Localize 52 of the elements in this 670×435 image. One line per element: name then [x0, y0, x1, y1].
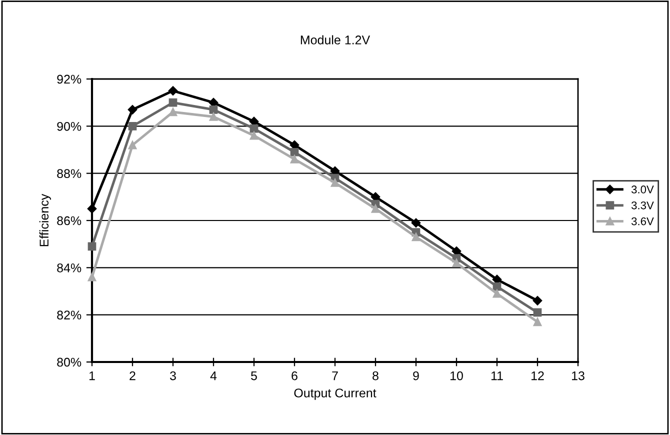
x-tick-label: 3	[170, 371, 176, 380]
point	[452, 246, 462, 256]
y-tick-label: 82%	[57, 310, 82, 320]
chart-title: Module 1.2V	[300, 35, 370, 44]
point	[533, 318, 542, 326]
y-tick-label: 90%	[57, 122, 82, 131]
point	[88, 272, 96, 282]
x-tick-label: 1	[89, 371, 95, 380]
x-tick-label: 12	[532, 371, 544, 380]
point	[330, 178, 340, 187]
point	[412, 232, 420, 242]
x-tick-label: 7	[332, 371, 338, 380]
point	[168, 98, 178, 107]
point	[452, 258, 461, 268]
x-tick-label: 4	[210, 371, 217, 380]
point	[492, 282, 502, 291]
legend-label: 3.6V	[631, 217, 654, 226]
point	[168, 86, 178, 96]
point	[88, 242, 96, 251]
point	[168, 108, 178, 116]
legend-label: 3.0V	[631, 186, 654, 194]
y-axis-title: Efficiency	[39, 194, 52, 246]
y-tick-label: 84%	[57, 263, 82, 272]
point	[209, 112, 218, 121]
point	[411, 218, 421, 228]
x-tick-label: 11	[491, 371, 503, 380]
point	[290, 155, 299, 164]
point	[532, 296, 542, 306]
x-tick-label: 9	[413, 371, 419, 380]
x-tick-label: 10	[450, 371, 463, 380]
x-tick-label: 6	[292, 371, 298, 380]
x-axis-title: Output Current	[294, 388, 376, 400]
point	[128, 122, 137, 130]
point	[209, 105, 218, 114]
x-tick-label: 5	[251, 371, 257, 380]
point	[492, 289, 502, 298]
y-tick-label: 86%	[57, 216, 82, 226]
y-tick-label: 80%	[57, 358, 82, 367]
y-tick-label: 88%	[57, 169, 82, 178]
point	[128, 105, 138, 114]
point	[128, 140, 137, 150]
point	[371, 204, 380, 213]
y-tick-label: 92%	[57, 74, 82, 84]
point	[533, 308, 542, 317]
point	[250, 124, 258, 133]
point	[290, 148, 299, 156]
x-tick-label: 2	[130, 371, 136, 380]
x-tick-label: 8	[372, 371, 378, 380]
x-tick-label: 13	[572, 371, 584, 380]
legend-label: 3.3V	[631, 201, 654, 210]
point	[87, 204, 97, 214]
point	[250, 131, 258, 140]
